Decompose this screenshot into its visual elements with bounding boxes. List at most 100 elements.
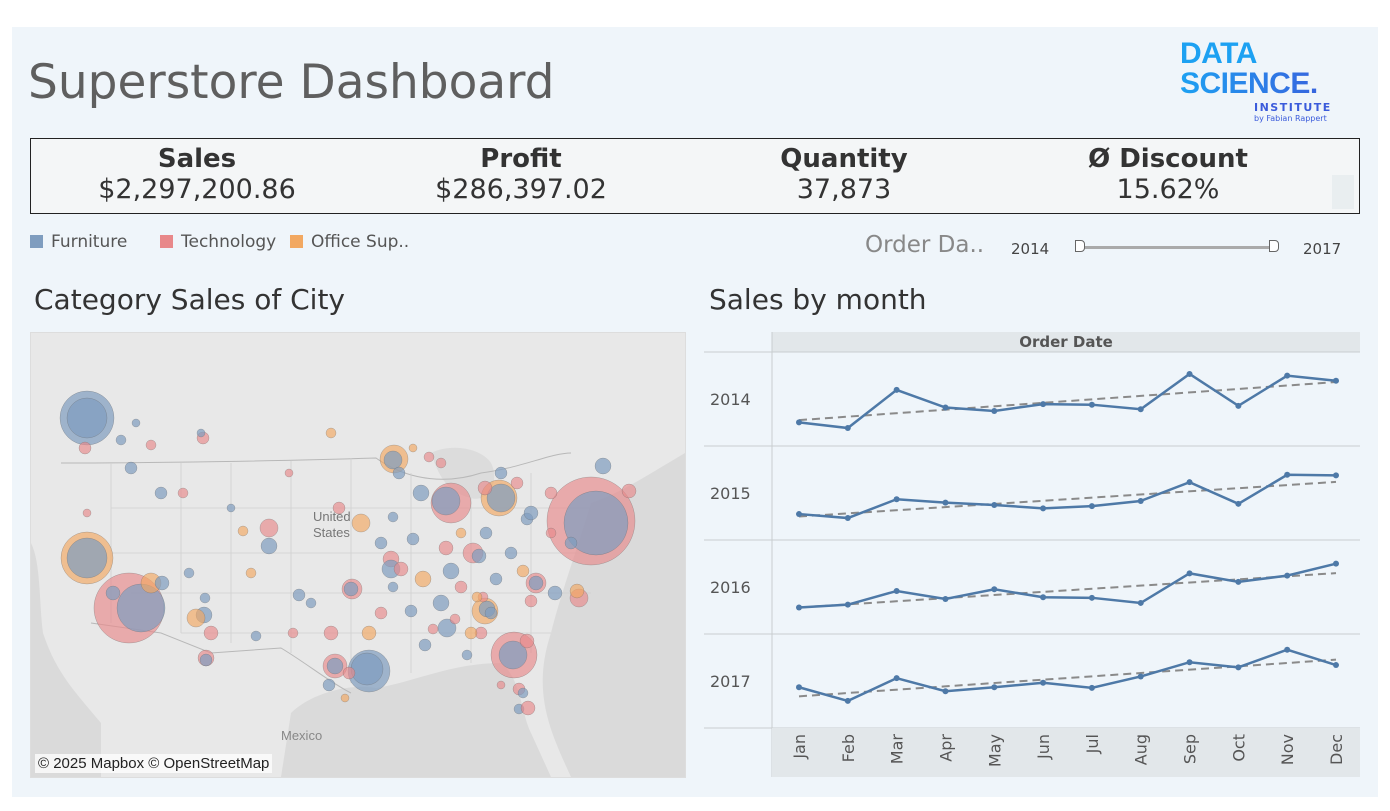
map-attribution[interactable]: © 2025 Mapbox © OpenStreetMap [35, 754, 273, 773]
data-point[interactable] [796, 511, 802, 518]
data-point[interactable] [1284, 572, 1291, 579]
city-bubble[interactable] [431, 486, 461, 516]
city-bubble[interactable] [432, 594, 450, 612]
city-bubble[interactable] [351, 513, 371, 533]
city-bubble[interactable] [131, 418, 141, 428]
city-bubble[interactable] [442, 562, 460, 580]
data-point[interactable] [893, 496, 900, 503]
city-bubble[interactable] [404, 604, 418, 618]
city-bubble[interactable] [454, 580, 468, 594]
order-date-slider-handle-end[interactable] [1269, 240, 1279, 252]
city-bubble[interactable] [471, 548, 487, 564]
city-bubble[interactable] [82, 508, 92, 518]
data-point[interactable] [1333, 472, 1339, 479]
data-point[interactable] [1235, 578, 1242, 585]
city-bubble[interactable] [387, 511, 399, 523]
data-point[interactable] [844, 697, 851, 704]
city-bubble[interactable] [183, 567, 195, 579]
city-bubble[interactable] [78, 441, 92, 455]
data-point[interactable] [1040, 594, 1047, 601]
data-point[interactable] [1040, 401, 1047, 408]
city-bubble[interactable] [66, 537, 108, 579]
city-bubble[interactable] [199, 653, 213, 667]
city-bubble[interactable] [517, 687, 529, 699]
data-point[interactable] [991, 407, 998, 414]
city-bubble[interactable] [259, 518, 279, 538]
data-point[interactable] [1088, 503, 1095, 510]
city-bubble[interactable] [510, 476, 524, 490]
city-bubble[interactable] [323, 625, 339, 641]
city-bubble[interactable] [520, 700, 536, 716]
city-bubble[interactable] [124, 461, 138, 475]
data-point[interactable] [1088, 594, 1095, 601]
city-bubble[interactable] [196, 428, 206, 438]
city-bubble[interactable] [177, 487, 189, 499]
data-point[interactable] [1186, 479, 1193, 486]
city-bubble[interactable] [199, 592, 211, 604]
data-point[interactable] [1333, 377, 1339, 384]
city-bubble[interactable] [406, 532, 420, 546]
legend-item-technology[interactable]: Technology [160, 232, 276, 252]
data-point[interactable] [844, 601, 851, 608]
data-point[interactable] [844, 425, 851, 432]
city-bubble[interactable] [528, 575, 544, 591]
data-point[interactable] [991, 684, 998, 691]
city-bubble[interactable] [203, 625, 219, 641]
legend-item-furniture[interactable]: Furniture [30, 232, 127, 252]
city-bubble[interactable] [477, 480, 493, 496]
city-bubble[interactable] [342, 666, 356, 680]
data-point[interactable] [1040, 679, 1047, 686]
city-bubble[interactable] [412, 484, 430, 502]
city-bubble[interactable] [461, 649, 473, 661]
city-bubble[interactable] [449, 613, 461, 625]
data-point[interactable] [1040, 505, 1047, 512]
city-bubble[interactable] [387, 581, 399, 593]
kpi-scrollbar[interactable] [1332, 175, 1354, 209]
data-point[interactable] [1235, 500, 1242, 507]
city-bubble[interactable] [479, 526, 493, 540]
city-bubble[interactable] [326, 657, 344, 675]
data-point[interactable] [942, 688, 949, 695]
data-point[interactable] [1284, 372, 1291, 379]
data-point[interactable] [844, 515, 851, 522]
city-bubble[interactable] [116, 583, 166, 633]
city-bubble[interactable] [524, 594, 538, 608]
city-bubble[interactable] [115, 434, 127, 446]
city-bubble[interactable] [414, 570, 432, 588]
city-bubble[interactable] [350, 652, 384, 686]
data-point[interactable] [1333, 662, 1339, 669]
data-point[interactable] [1137, 406, 1144, 413]
data-point[interactable] [991, 501, 998, 508]
data-point[interactable] [1284, 646, 1291, 653]
city-bubble[interactable] [392, 466, 406, 480]
city-bubble[interactable] [545, 527, 557, 539]
city-bubble[interactable] [423, 451, 435, 463]
order-date-slider-handle-start[interactable] [1075, 240, 1085, 252]
data-point[interactable] [1088, 401, 1095, 408]
data-point[interactable] [1284, 471, 1291, 478]
city-bubble[interactable] [332, 501, 346, 515]
data-point[interactable] [1186, 370, 1193, 377]
city-bubble[interactable] [186, 608, 206, 628]
city-bubble[interactable] [484, 606, 498, 620]
city-bubble[interactable] [544, 486, 558, 500]
order-date-slider-track[interactable] [1079, 246, 1275, 249]
city-bubble[interactable] [494, 466, 508, 480]
city-bubble[interactable] [393, 561, 409, 577]
legend-item-office-supplies[interactable]: Office Sup.. [290, 232, 409, 252]
city-bubble[interactable] [340, 693, 350, 703]
city-bubble[interactable] [435, 457, 447, 469]
city-bubble[interactable] [374, 536, 388, 550]
city-bubble[interactable] [284, 468, 294, 478]
city-bubble[interactable] [145, 439, 157, 451]
data-point[interactable] [1137, 599, 1144, 606]
city-bubble[interactable] [594, 457, 612, 475]
city-bubble[interactable] [621, 483, 637, 499]
data-point[interactable] [1235, 402, 1242, 409]
city-bubble[interactable] [427, 623, 439, 635]
city-bubble[interactable] [464, 626, 478, 640]
city-bubble[interactable] [154, 486, 168, 500]
city-bubble[interactable] [383, 450, 403, 470]
city-bubble[interactable] [325, 427, 337, 439]
city-bubble[interactable] [105, 585, 121, 601]
